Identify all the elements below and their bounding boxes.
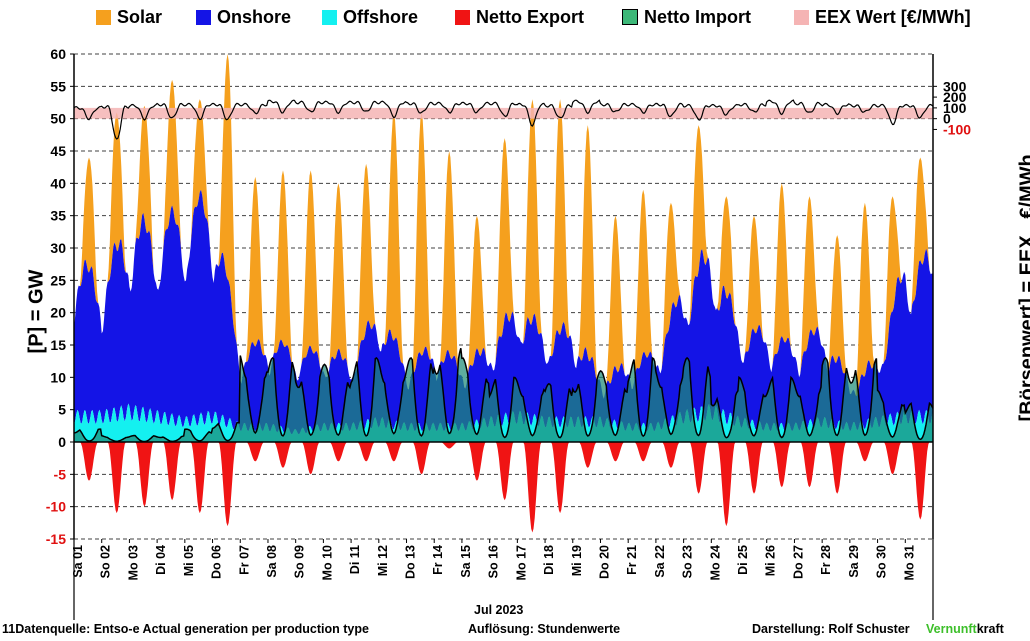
x-tick-label: So 09 xyxy=(293,545,307,578)
legend-offshore: Offshore xyxy=(322,4,418,30)
x-tick-label: Do 06 xyxy=(210,545,224,579)
y-tick-label-left: -15 xyxy=(46,531,66,547)
y-tick-label-left: 0 xyxy=(58,434,66,450)
y-tick-label-left: 30 xyxy=(50,240,66,256)
x-tick-label: Do 27 xyxy=(792,545,806,579)
series-eex-line xyxy=(73,99,934,140)
x-tick-label: Mo 10 xyxy=(320,545,334,580)
y-tick-label-left: -10 xyxy=(46,499,66,515)
x-tick-label: Sa 22 xyxy=(653,545,667,578)
legend-swatch-import xyxy=(622,9,638,25)
legend-label-eex: EEX Wert [€/MWh] xyxy=(815,6,971,27)
series-onshore-area xyxy=(74,189,933,435)
x-tick-label: Mo 17 xyxy=(514,545,528,580)
eex-band xyxy=(74,107,933,119)
x-tick-label: Mi 26 xyxy=(764,545,778,576)
footer-author: Darstellung: Rolf Schuster xyxy=(752,622,910,636)
x-tick-label: Di 18 xyxy=(542,545,556,575)
y-tick-label-left: 10 xyxy=(50,369,66,385)
y-tick-label-right: -100 xyxy=(943,121,971,137)
x-tick-label: Fr 21 xyxy=(625,545,639,575)
x-tick-label: Fr 07 xyxy=(237,545,251,575)
legend-swatch-offshore xyxy=(322,9,337,25)
x-tick-label: Mi 19 xyxy=(570,545,584,576)
x-tick-label: Di 04 xyxy=(154,545,168,575)
y-tick-label-right: 200 xyxy=(943,89,967,105)
x-tick-label: Fr 28 xyxy=(819,545,833,575)
x-tick-label: Mo 24 xyxy=(708,545,722,580)
brand-black-part: kraft xyxy=(976,622,1004,636)
legend-eex: EEX Wert [€/MWh] xyxy=(794,4,971,30)
y-tick-label-left: 5 xyxy=(58,402,66,418)
brand-green-part: Vernunft xyxy=(926,622,977,636)
x-tick-label: So 02 xyxy=(99,545,113,578)
x-tick-label: Sa 15 xyxy=(459,545,473,578)
legend-label-export: Netto Export xyxy=(476,6,584,27)
y-tick-label-right: 0 xyxy=(943,111,951,127)
month-label: Jul 2023 xyxy=(474,603,524,617)
legend-label-import: Netto Import xyxy=(644,6,751,27)
x-tick-label: Di 11 xyxy=(348,545,362,574)
x-tick-label: Sa 08 xyxy=(265,545,279,578)
x-tick-label: Mo 31 xyxy=(902,545,916,580)
y-tick-label-left: 40 xyxy=(50,175,66,191)
series-import-line xyxy=(73,348,934,443)
y-tick-label-left: 35 xyxy=(50,208,66,224)
x-tick-label: Mi 05 xyxy=(182,545,196,576)
x-tick-label: Do 20 xyxy=(598,545,612,579)
legend-swatch-solar xyxy=(96,9,111,25)
y-tick-label-left: 50 xyxy=(50,111,66,127)
x-tick-label: Do 13 xyxy=(404,545,418,579)
legend-swatch-export xyxy=(455,9,470,25)
x-tick-label: Mo 03 xyxy=(126,545,140,580)
legend-solar: Solar xyxy=(96,4,162,30)
y-axis-label-right: [Börsenwert] = EEX €/MWh xyxy=(1016,154,1030,422)
x-tick-label: Fr 14 xyxy=(431,545,445,575)
legend-swatch-eex xyxy=(794,9,809,25)
y-tick-label-right: 100 xyxy=(943,100,967,116)
x-tick-label: Di 25 xyxy=(736,545,750,575)
y-tick-label-left: 60 xyxy=(50,46,66,62)
y-tick-label-left: 45 xyxy=(50,143,66,159)
x-tick-label: Mi 12 xyxy=(376,545,390,576)
y-axis-label-left: [P] = GW xyxy=(25,269,48,354)
x-tick-label: So 16 xyxy=(487,545,501,578)
y-tick-label-left: -5 xyxy=(54,466,67,482)
legend-swatch-onshore xyxy=(196,9,211,25)
x-tick-label: So 23 xyxy=(681,545,695,578)
y-tick-label-right: 300 xyxy=(943,78,967,94)
series-import-area xyxy=(74,348,933,442)
series-solar-area xyxy=(74,54,933,399)
legend-netto-export: Netto Export xyxy=(455,4,584,30)
legend-label-solar: Solar xyxy=(117,6,163,27)
x-tick-label: Sa 29 xyxy=(847,545,861,578)
footer-resolution: Auflösung: Stundenwerte xyxy=(468,622,621,636)
series-export-area xyxy=(74,442,933,533)
legend-label-onshore: Onshore xyxy=(217,6,292,27)
legend-netto-import: Netto Import xyxy=(622,4,751,30)
y-tick-label-left: 55 xyxy=(50,78,66,94)
y-tick-label-left: 20 xyxy=(50,305,66,321)
y-tick-label-left: 15 xyxy=(50,337,66,353)
x-tick-label: Sa 01 xyxy=(71,545,85,578)
x-tick-label: So 30 xyxy=(875,545,889,578)
legend: Solar Onshore Offshore Netto Export Nett… xyxy=(0,4,1030,30)
footer-source: 11Datenquelle: Entso-e Actual generation… xyxy=(2,622,369,636)
footer-brand: Vernunftkraft xyxy=(926,622,1004,636)
legend-label-offshore: Offshore xyxy=(343,6,419,27)
y-tick-label-left: 25 xyxy=(50,272,66,288)
legend-onshore: Onshore xyxy=(196,4,291,30)
